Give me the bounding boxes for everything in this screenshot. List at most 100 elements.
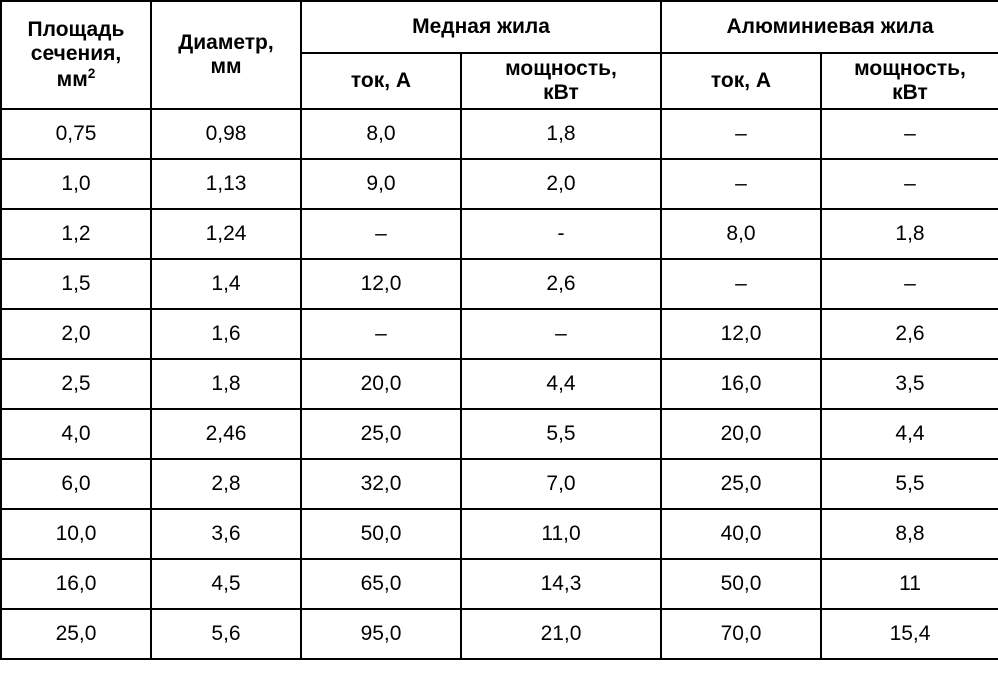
table-row: 6,02,832,07,025,05,5 [1, 459, 998, 509]
table-row: 16,04,565,014,350,011 [1, 559, 998, 609]
cell-aluminum-current: 12,0 [661, 309, 821, 359]
cell-aluminum-current: 16,0 [661, 359, 821, 409]
table-row: 1,01,139,02,0–– [1, 159, 998, 209]
cell-diameter: 3,6 [151, 509, 301, 559]
wire-gauge-table: Площадь сечения, мм2 Диаметр, мм Медная … [0, 0, 998, 660]
cell-copper-power: 5,5 [461, 409, 661, 459]
cell-diameter: 4,5 [151, 559, 301, 609]
cell-aluminum-power: 5,5 [821, 459, 998, 509]
cell-area: 4,0 [1, 409, 151, 459]
cell-copper-current: – [301, 309, 461, 359]
cell-aluminum-power: 8,8 [821, 509, 998, 559]
table-header: Площадь сечения, мм2 Диаметр, мм Медная … [1, 1, 998, 109]
cell-copper-power: 4,4 [461, 359, 661, 409]
cell-copper-current: 20,0 [301, 359, 461, 409]
col-group-copper: Медная жила [301, 1, 661, 53]
cell-copper-power: 14,3 [461, 559, 661, 609]
cell-area: 1,5 [1, 259, 151, 309]
cell-area: 0,75 [1, 109, 151, 159]
cell-aluminum-current: 50,0 [661, 559, 821, 609]
area-label-l1: Площадь [28, 18, 125, 41]
cell-aluminum-power: – [821, 259, 998, 309]
cell-copper-power: 2,0 [461, 159, 661, 209]
cell-diameter: 2,8 [151, 459, 301, 509]
table-body: 0,750,988,01,8––1,01,139,02,0––1,21,24–-… [1, 109, 998, 659]
cell-diameter: 1,4 [151, 259, 301, 309]
cell-aluminum-current: – [661, 109, 821, 159]
cell-copper-current: 95,0 [301, 609, 461, 659]
cell-copper-current: 50,0 [301, 509, 461, 559]
cell-copper-current: 25,0 [301, 409, 461, 459]
aluminum-power-l1: мощность, [854, 57, 966, 80]
cell-copper-current: 8,0 [301, 109, 461, 159]
table-row: 25,05,695,021,070,015,4 [1, 609, 998, 659]
table-row: 1,51,412,02,6–– [1, 259, 998, 309]
copper-power-l1: мощность, [505, 57, 617, 80]
area-label-l3: мм [57, 68, 88, 91]
col-header-copper-power: мощность, кВт [461, 53, 661, 109]
cell-diameter: 1,24 [151, 209, 301, 259]
col-header-aluminum-current: ток, А [661, 53, 821, 109]
cell-aluminum-current: 20,0 [661, 409, 821, 459]
cell-copper-power: 7,0 [461, 459, 661, 509]
header-row-1: Площадь сечения, мм2 Диаметр, мм Медная … [1, 1, 998, 53]
cell-diameter: 1,8 [151, 359, 301, 409]
cell-area: 16,0 [1, 559, 151, 609]
cell-area: 1,0 [1, 159, 151, 209]
cell-diameter: 0,98 [151, 109, 301, 159]
diameter-label-l2: мм [210, 55, 241, 78]
cell-aluminum-current: 40,0 [661, 509, 821, 559]
cell-copper-power: - [461, 209, 661, 259]
cell-area: 6,0 [1, 459, 151, 509]
table-row: 4,02,4625,05,520,04,4 [1, 409, 998, 459]
table-row: 10,03,650,011,040,08,8 [1, 509, 998, 559]
col-header-aluminum-power: мощность, кВт [821, 53, 998, 109]
cell-area: 2,0 [1, 309, 151, 359]
cell-copper-power: 21,0 [461, 609, 661, 659]
area-sup: 2 [88, 66, 96, 81]
cell-aluminum-power: 4,4 [821, 409, 998, 459]
col-header-copper-current: ток, А [301, 53, 461, 109]
cell-diameter: 1,6 [151, 309, 301, 359]
cell-area: 25,0 [1, 609, 151, 659]
cell-aluminum-current: 25,0 [661, 459, 821, 509]
col-group-aluminum: Алюминиевая жила [661, 1, 998, 53]
cell-aluminum-power: 1,8 [821, 209, 998, 259]
cell-aluminum-power: – [821, 159, 998, 209]
wire-gauge-table-container: Площадь сечения, мм2 Диаметр, мм Медная … [0, 0, 998, 660]
copper-power-l2: кВт [543, 81, 579, 104]
col-header-diameter: Диаметр, мм [151, 1, 301, 109]
aluminum-power-l2: кВт [892, 81, 928, 104]
area-label-l2: сечения, [31, 42, 121, 65]
cell-copper-power: 2,6 [461, 259, 661, 309]
cell-copper-power: 11,0 [461, 509, 661, 559]
cell-aluminum-current: – [661, 259, 821, 309]
table-row: 2,51,820,04,416,03,5 [1, 359, 998, 409]
table-row: 0,750,988,01,8–– [1, 109, 998, 159]
cell-aluminum-current: 70,0 [661, 609, 821, 659]
col-header-area: Площадь сечения, мм2 [1, 1, 151, 109]
diameter-label-l1: Диаметр, [178, 31, 273, 54]
table-row: 1,21,24–-8,01,8 [1, 209, 998, 259]
table-row: 2,01,6––12,02,6 [1, 309, 998, 359]
cell-aluminum-power: 15,4 [821, 609, 998, 659]
cell-aluminum-power: 2,6 [821, 309, 998, 359]
cell-aluminum-power: 11 [821, 559, 998, 609]
cell-copper-current: – [301, 209, 461, 259]
cell-copper-current: 32,0 [301, 459, 461, 509]
cell-copper-current: 12,0 [301, 259, 461, 309]
cell-aluminum-power: – [821, 109, 998, 159]
cell-aluminum-current: – [661, 159, 821, 209]
cell-copper-power: – [461, 309, 661, 359]
cell-copper-power: 1,8 [461, 109, 661, 159]
cell-area: 2,5 [1, 359, 151, 409]
cell-aluminum-current: 8,0 [661, 209, 821, 259]
cell-copper-current: 65,0 [301, 559, 461, 609]
cell-area: 1,2 [1, 209, 151, 259]
cell-aluminum-power: 3,5 [821, 359, 998, 409]
cell-diameter: 1,13 [151, 159, 301, 209]
cell-diameter: 2,46 [151, 409, 301, 459]
cell-copper-current: 9,0 [301, 159, 461, 209]
cell-area: 10,0 [1, 509, 151, 559]
cell-diameter: 5,6 [151, 609, 301, 659]
